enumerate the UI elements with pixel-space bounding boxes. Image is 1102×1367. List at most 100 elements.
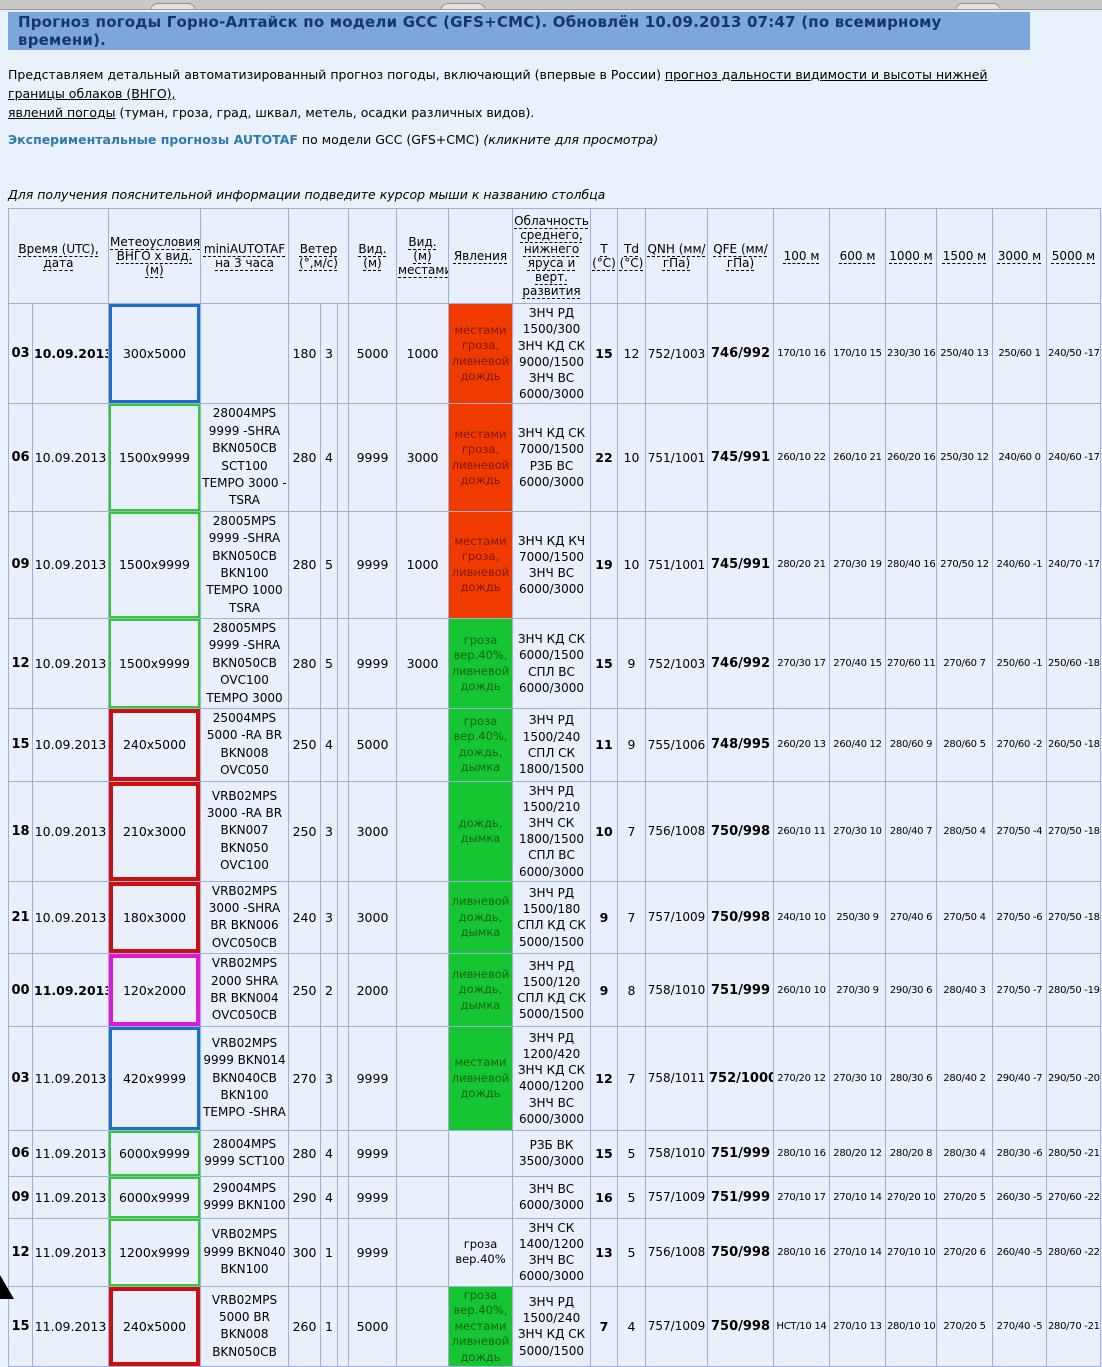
cell-time: 06 xyxy=(8,1129,33,1177)
cell-time: 06 xyxy=(8,403,33,512)
cell-wind_dir: 240 xyxy=(288,880,321,955)
cell-clouds: РЗБ ВК 3500/3000 xyxy=(512,1129,591,1177)
cell-qnh: 758/1011 xyxy=(645,1025,708,1131)
cell-autotaf: 28005MPS 9999 -SHRA BKN050CB OVC100 TEMP… xyxy=(200,618,289,710)
cell-h3000: 270/40 -5 xyxy=(992,1285,1047,1367)
cell-clouds: ЗНЧ РД 1500/120 СПЛ КД СК 5000/1500 xyxy=(512,953,591,1027)
cell-t: 19 xyxy=(590,510,618,620)
cell-t: 11 xyxy=(590,708,618,782)
cell-qnh: 757/1009 xyxy=(645,1175,708,1219)
cell-clouds: ЗНЧ РД 1500/210 ЗНЧ СК 1800/1500 СПЛ ВС … xyxy=(512,780,591,882)
cell-td: 7 xyxy=(617,1025,646,1131)
col-header-visibility[interactable]: Вид. (м) xyxy=(348,208,397,305)
cell-vis: 9999 xyxy=(348,1217,397,1287)
cell-autotaf: VRB02MPS 9999 BKN014 BKN040CB BKN100 TEM… xyxy=(200,1025,289,1131)
col-header-time-date[interactable]: Время (UTC), дата xyxy=(8,208,109,305)
title-banner: Прогноз погоды Горно-Алтайск по модели G… xyxy=(8,12,1030,50)
cell-wind_dir: 300 xyxy=(288,1217,321,1287)
cell-vis: 3000 xyxy=(348,780,397,882)
cell-h1500: 280/50 4 xyxy=(936,780,993,882)
cell-h5000: 280/70 -21 xyxy=(1046,1285,1101,1367)
col-header-qnh[interactable]: QNH (мм/гПа) xyxy=(645,208,708,305)
cell-h100: 270/30 17 xyxy=(773,618,830,710)
cell-h3000: 270/50 -6 xyxy=(992,880,1047,955)
cell-qnh: 751/1001 xyxy=(645,403,708,512)
cell-vis_places xyxy=(396,1175,449,1219)
cell-h1500: 250/40 13 xyxy=(936,303,993,405)
cell-meteo: 240x5000 xyxy=(108,708,201,782)
col-header-1500m[interactable]: 1500 м xyxy=(936,208,993,305)
cell-h100: 280/10 16 xyxy=(773,1217,830,1287)
col-header-visibility-places[interactable]: Вид. (м) местами* xyxy=(396,208,449,305)
cell-qnh: 757/1009 xyxy=(645,1285,708,1367)
cell-h600: 270/10 14 xyxy=(829,1175,886,1219)
cell-wind_gust xyxy=(337,303,349,405)
phenomena-forecast-link[interactable]: явлений погоды xyxy=(8,104,116,120)
cell-h1000: 260/20 16 xyxy=(885,403,937,512)
cell-h1000: 280/10 10 xyxy=(885,1285,937,1367)
cell-autotaf: 28004MPS 9999 -SHRA BKN050CB SCT100 TEMP… xyxy=(200,403,289,512)
cell-wind_gust xyxy=(337,780,349,882)
cell-td: 10 xyxy=(617,403,646,512)
col-header-meteo[interactable]: Метеоусловия ВНГО х вид. (м) xyxy=(108,208,201,305)
cell-td: 5 xyxy=(617,1129,646,1177)
col-header-qfe[interactable]: QFE (мм/гПа) xyxy=(707,208,774,305)
cell-qnh: 758/1010 xyxy=(645,953,708,1027)
col-header-100m[interactable]: 100 м xyxy=(773,208,830,305)
cell-h3000: 240/60 -1 xyxy=(992,510,1047,620)
cell-td: 4 xyxy=(617,1285,646,1367)
cell-wind_dir: 250 xyxy=(288,780,321,882)
autotaf-link[interactable]: Экспериментальные прогнозы AUTOTAF xyxy=(8,132,298,148)
cell-wind_gust xyxy=(337,1129,349,1177)
cell-time: 12 xyxy=(8,618,33,710)
cell-h5000: 240/50 -17 xyxy=(1046,303,1101,405)
col-header-clouds[interactable]: Облачность среднего, нижнего яруса и вер… xyxy=(512,208,591,305)
cell-date: 11.09.2013 xyxy=(32,1175,109,1219)
col-header-dewpoint[interactable]: Td (°С) xyxy=(617,208,646,305)
col-header-miniautotaf[interactable]: miniAUTOTAF на 3 часа xyxy=(200,208,289,305)
cell-clouds: ЗНЧ РД 1500/240 СПЛ СК 1800/1500 xyxy=(512,708,591,782)
col-header-3000m[interactable]: 3000 м xyxy=(992,208,1047,305)
cell-wind_dir: 280 xyxy=(288,403,321,512)
cell-td: 10 xyxy=(617,510,646,620)
cell-time: 03 xyxy=(8,303,33,405)
cell-wind_speed: 1 xyxy=(320,1217,338,1287)
cell-h100: НСТ/10 14 xyxy=(773,1285,830,1367)
cell-date: 10.09.2013 xyxy=(32,708,109,782)
cell-clouds: ЗНЧ КД КЧ 7000/1500 ЗНЧ ВС 6000/3000 xyxy=(512,510,591,620)
col-header-600m[interactable]: 600 м xyxy=(829,208,886,305)
cell-h600: 250/30 9 xyxy=(829,880,886,955)
cell-h1500: 270/20 5 xyxy=(936,1285,993,1367)
cell-h600: 270/30 9 xyxy=(829,953,886,1027)
col-header-phenomena[interactable]: Явления xyxy=(448,208,513,305)
col-header-5000m[interactable]: 5000 м xyxy=(1046,208,1101,305)
cell-meteo: 210x3000 xyxy=(108,780,201,882)
cell-vis_places xyxy=(396,880,449,955)
cell-h100: 280/20 21 xyxy=(773,510,830,620)
cell-qnh: 752/1003 xyxy=(645,618,708,710)
cell-td: 7 xyxy=(617,880,646,955)
tab-curve-icon xyxy=(150,3,196,9)
visibility-forecast-link[interactable]: прогноз дальности видимости и высоты ниж… xyxy=(8,67,988,101)
cell-clouds: ЗНЧ ВС 6000/3000 xyxy=(512,1175,591,1219)
cell-h3000: 290/40 -7 xyxy=(992,1025,1047,1131)
cell-h1000: 230/30 16 xyxy=(885,303,937,405)
autotaf-line: Экспериментальные прогнозы AUTOTAF по мо… xyxy=(8,132,1102,147)
cell-qfe: 750/998 xyxy=(707,1217,774,1287)
cell-qfe: 750/998 xyxy=(707,1285,774,1367)
cell-h100: 240/10 10 xyxy=(773,880,830,955)
cell-vis: 9999 xyxy=(348,510,397,620)
col-header-temperature[interactable]: Т (°С) xyxy=(590,208,618,305)
cell-td: 7 xyxy=(617,780,646,882)
cell-date: 10.09.2013 xyxy=(32,510,109,620)
cell-td: 8 xyxy=(617,953,646,1027)
cell-date: 10.09.2013 xyxy=(32,403,109,512)
cell-phenomena: ливневой дождь, дымка xyxy=(448,880,513,955)
cell-phenomena xyxy=(448,1175,513,1219)
col-header-1000m[interactable]: 1000 м xyxy=(885,208,937,305)
cell-autotaf xyxy=(200,303,289,405)
cell-wind_gust xyxy=(337,1217,349,1287)
col-header-wind[interactable]: Ветер (°,м/с) xyxy=(288,208,349,305)
cell-meteo: 6000x9999 xyxy=(108,1129,201,1177)
cell-t: 15 xyxy=(590,303,618,405)
